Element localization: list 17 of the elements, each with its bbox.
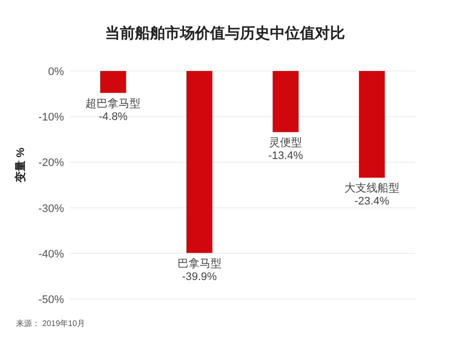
- x-tick-label: 超巴拿马型: [86, 96, 141, 110]
- y-axis-title: 变量 %: [14, 147, 27, 184]
- x-tick-label: 灵便型: [269, 137, 302, 150]
- y-tick-label: -50%: [38, 294, 64, 306]
- data-label: -13.4%: [268, 150, 304, 162]
- data-label: -39.9%: [182, 270, 218, 283]
- y-tick-label: 0%: [48, 66, 64, 78]
- y-tick-label: -30%: [38, 202, 64, 215]
- x-tick-label: 巴拿马型: [177, 256, 222, 270]
- chart-title: 当前船舶市场价值与历史中位值对比: [105, 24, 345, 42]
- y-tick-label: -40%: [38, 248, 64, 260]
- data-label: -23.4%: [354, 196, 390, 208]
- y-tick-label: -20%: [38, 157, 64, 170]
- source-note: 来源： 2019年10月: [16, 319, 85, 328]
- y-tick-label: -10%: [38, 112, 64, 124]
- x-tick-label: 大支线船型: [344, 182, 400, 195]
- data-label: -4.8%: [98, 110, 128, 123]
